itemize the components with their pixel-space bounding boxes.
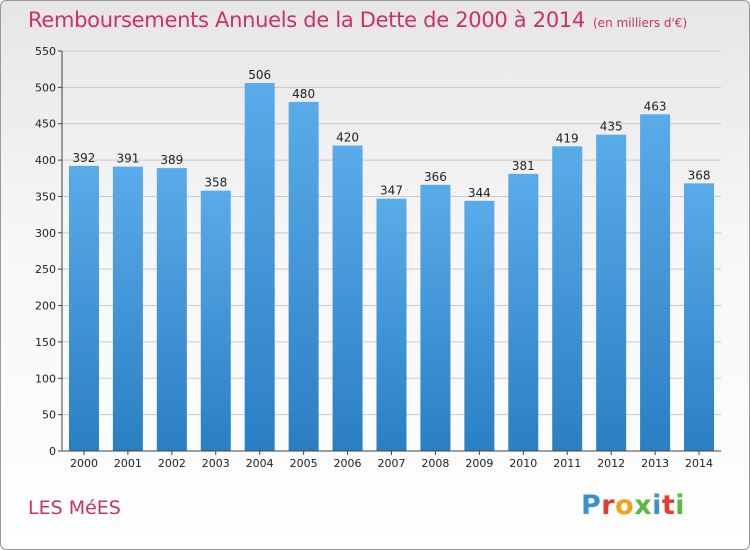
x-tick-label-2014: 2014 [685, 457, 713, 470]
value-label-2005: 480 [292, 87, 315, 101]
chart-unit: (en milliers d'€) [593, 16, 688, 30]
x-tick-label-2004: 2004 [246, 457, 274, 470]
value-label-2002: 389 [160, 153, 183, 167]
x-tick-label-2007: 2007 [378, 457, 406, 470]
x-tick-label-2009: 2009 [465, 457, 493, 470]
x-tick-label-2013: 2013 [641, 457, 669, 470]
bar-2006 [332, 145, 363, 451]
bar-2007 [376, 198, 407, 451]
y-tick-label: 550 [35, 45, 56, 58]
y-tick-label: 100 [35, 372, 56, 385]
bar-2014 [684, 183, 715, 451]
value-label-2010: 381 [512, 159, 535, 173]
x-tick-label-2003: 2003 [202, 457, 230, 470]
value-label-2011: 419 [556, 131, 579, 145]
bar-2002 [156, 168, 187, 451]
value-label-2004: 506 [248, 68, 271, 82]
bar-2008 [420, 184, 451, 451]
value-label-2003: 358 [204, 176, 227, 190]
value-label-2006: 420 [336, 131, 359, 145]
y-tick-label: 500 [35, 81, 56, 94]
y-tick-label: 250 [35, 263, 56, 276]
y-tick-label: 350 [35, 190, 56, 203]
axes [58, 50, 721, 455]
bar-2001 [112, 166, 143, 452]
bar-2011 [552, 146, 583, 452]
value-label-2000: 392 [73, 151, 96, 165]
logo-letter: P [581, 490, 602, 521]
bar-2009 [464, 200, 495, 451]
chart-title-text: Remboursements Annuels de la Dette de 20… [28, 8, 585, 32]
y-tick-label: 150 [35, 336, 56, 349]
logo-letter: i [652, 490, 662, 521]
value-label-2012: 435 [600, 120, 623, 134]
x-tick-label-2006: 2006 [334, 457, 362, 470]
logo-letter: o [615, 490, 635, 521]
value-label-2001: 391 [116, 152, 139, 166]
bars [68, 83, 715, 452]
bar-2010 [508, 173, 539, 451]
logo-letter: i [675, 490, 686, 521]
y-tick-label: 400 [35, 154, 56, 167]
x-tick-label-2005: 2005 [290, 457, 318, 470]
labels: 0 50 100 150 200 250 300 350 400 450 500 550 392 2000… [35, 45, 713, 470]
bar-2005 [288, 101, 319, 451]
value-label-2009: 344 [468, 186, 491, 200]
proxiti-logo: Proxiti [581, 490, 691, 524]
y-tick-label: 450 [35, 118, 56, 131]
chart-title: Remboursements Annuels de la Dette de 20… [28, 8, 687, 32]
bar-2013 [640, 114, 671, 451]
value-label-2007: 347 [380, 184, 403, 198]
y-tick-label: 200 [35, 300, 56, 313]
x-tick-label-2011: 2011 [553, 457, 581, 470]
x-tick-label-2008: 2008 [421, 457, 449, 470]
x-tick-label-2000: 2000 [70, 457, 98, 470]
y-tick-label: 300 [35, 227, 56, 240]
bar-2012 [596, 134, 627, 452]
bar-2000 [68, 165, 99, 451]
logo-letter: x [634, 490, 653, 521]
bar-2004 [244, 83, 275, 451]
y-tick-label: 0 [49, 445, 56, 458]
value-label-2008: 366 [424, 170, 447, 184]
x-tick-label-2001: 2001 [114, 457, 142, 470]
x-tick-label-2010: 2010 [509, 457, 537, 470]
logo-letter: t [661, 490, 676, 521]
y-tick-label: 50 [42, 409, 56, 422]
x-tick-label-2012: 2012 [597, 457, 625, 470]
bar-2003 [200, 190, 231, 452]
value-label-2014: 368 [688, 168, 711, 182]
logo-letter: r [601, 490, 616, 521]
city-name: LES MéES [28, 497, 121, 519]
x-tick-label-2002: 2002 [158, 457, 186, 470]
value-label-2013: 463 [644, 99, 667, 113]
